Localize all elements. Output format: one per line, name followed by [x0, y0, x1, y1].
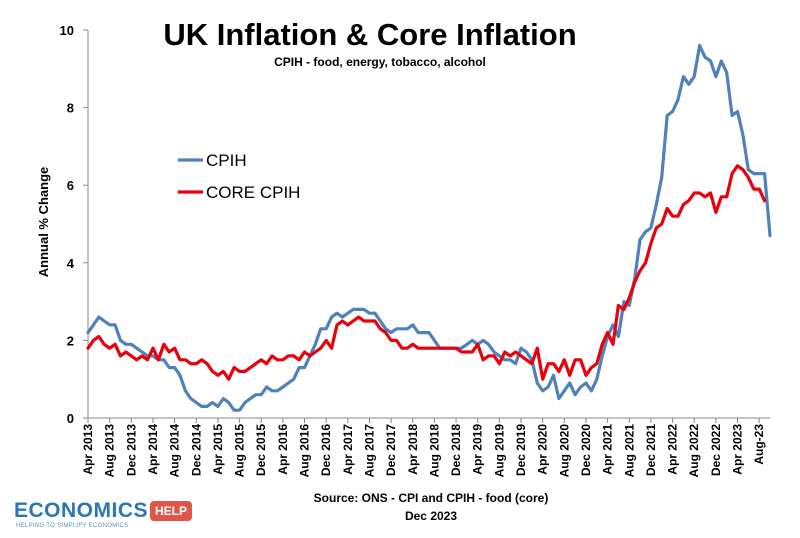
x-tick-label: Aug-23 — [752, 424, 766, 465]
x-tick-label: Apr 2015 — [211, 424, 225, 475]
x-tick-label: Dec 2016 — [319, 424, 333, 476]
logo-badge: HELP — [150, 501, 192, 521]
x-tick-label: Dec 2013 — [124, 424, 138, 476]
logo-tagline: HELPING TO SIMPLIFY ECONOMICS — [16, 523, 129, 529]
x-tick-label: Apr 2020 — [536, 424, 550, 475]
x-tick-label: Apr 2014 — [146, 424, 160, 475]
legend-label: CPIH — [206, 151, 247, 170]
x-tick-label: Aug 2020 — [557, 424, 571, 478]
chart-title: UK Inflation & Core Inflation — [163, 17, 576, 52]
x-tick-label: Apr 2021 — [601, 424, 615, 475]
y-tick-label: 2 — [67, 333, 74, 348]
x-tick-label: Aug 2013 — [103, 424, 117, 478]
x-tick-label: Apr 2013 — [81, 424, 95, 475]
y-tick-label: 8 — [67, 101, 74, 116]
series-line-core-cpih — [86, 164, 767, 381]
y-tick-label: 6 — [67, 178, 74, 193]
x-tick-label: Apr 2018 — [406, 424, 420, 475]
x-tick-label: Dec 2020 — [579, 424, 593, 476]
y-axis-label: Annual % Change — [36, 167, 51, 278]
x-tick-label: Apr 2023 — [731, 424, 745, 475]
x-tick-label: Apr 2016 — [276, 424, 290, 475]
x-tick-label: Aug 2014 — [168, 424, 182, 478]
x-tick-label: Apr 2017 — [341, 424, 355, 475]
x-tick-label: Aug 2022 — [687, 424, 701, 478]
series-line-cpih — [86, 43, 772, 412]
y-tick-label: 4 — [67, 256, 75, 271]
x-tick-label: Aug 2018 — [427, 424, 441, 478]
economics-help-logo: ECONOMICS HELP HELPING TO SIMPLIFY ECONO… — [14, 497, 214, 533]
chart-source: Source: ONS - CPI and CPIH - food (core) — [314, 491, 549, 505]
x-tick-label: Dec 2015 — [254, 424, 268, 476]
chart-date-note: Dec 2023 — [405, 509, 457, 523]
x-tick-label: Apr 2022 — [666, 424, 680, 475]
y-tick-label: 10 — [60, 23, 74, 38]
x-tick-label: Aug 2021 — [622, 424, 636, 478]
chart-subtitle: CPIH - food, energy, tobacco, alcohol — [274, 55, 486, 69]
chart-legend: CPIH CORE CPIH — [178, 151, 300, 202]
x-tick-label: Aug 2017 — [362, 424, 376, 478]
x-axis: Apr 2013 Aug 2013 Dec 2013 Apr 2014 Aug 2014… — [81, 417, 770, 478]
x-tick-label: Aug 2015 — [233, 424, 247, 478]
x-tick-label: Aug 2016 — [298, 424, 312, 478]
logo-wordmark: ECONOMICS — [14, 499, 149, 522]
series-layer — [86, 43, 772, 412]
x-tick-label: Apr 2019 — [471, 424, 485, 475]
y-tick-label: 0 — [67, 411, 74, 426]
x-tick-label: Dec 2017 — [384, 424, 398, 476]
x-tick-label: Dec 2021 — [644, 424, 658, 476]
legend-label: CORE CPIH — [206, 183, 300, 202]
y-axis: 0 2 4 6 8 10 — [60, 23, 89, 426]
x-tick-label: Dec 2018 — [449, 424, 463, 476]
x-tick-label: Dec 2014 — [189, 424, 203, 476]
x-tick-label: Dec 2022 — [709, 424, 723, 476]
x-tick-label: Aug 2019 — [492, 424, 506, 478]
x-tick-label: Dec 2019 — [514, 424, 528, 476]
